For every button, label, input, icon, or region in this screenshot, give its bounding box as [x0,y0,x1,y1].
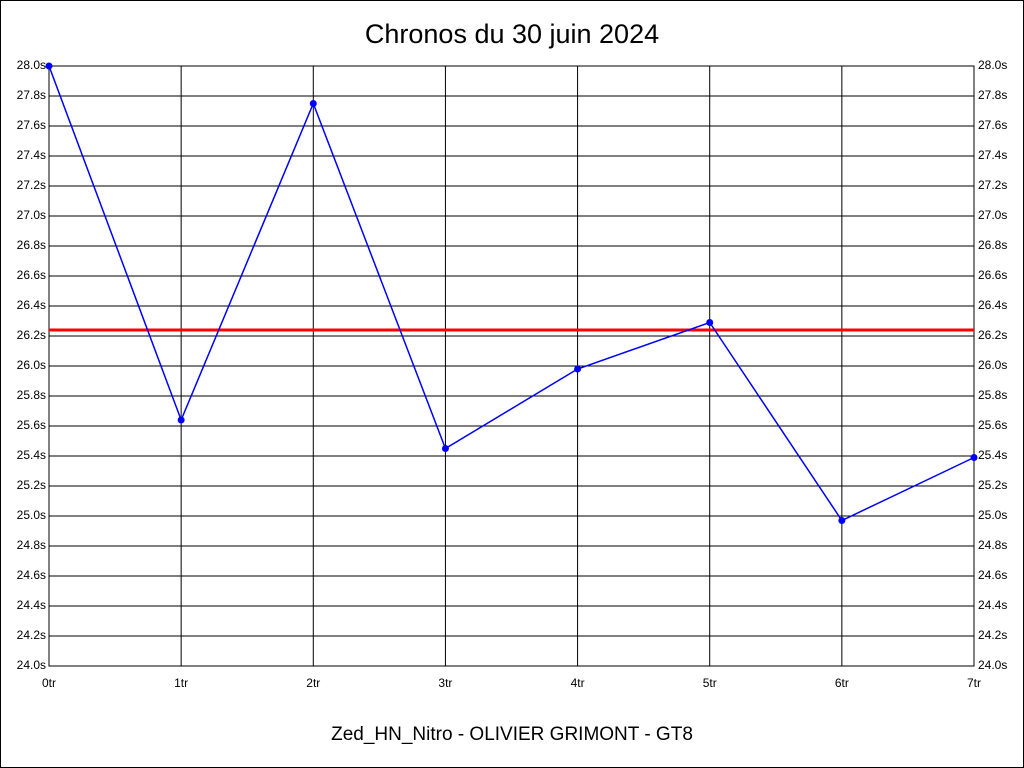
x-tick-label: 5tr [703,676,717,690]
data-point [970,454,978,461]
y-tick-label: 25.4s [17,448,46,462]
data-point [309,100,317,107]
y2-tick-label: 27.4s [978,148,1007,162]
x-tick-label: 6tr [835,676,849,690]
y-tick-label: 27.2s [17,178,46,192]
x-tick-label: 4tr [571,676,585,690]
y-tick-label: 26.8s [17,238,46,252]
y-tick-label: 25.2s [17,478,46,492]
y-tick-label: 24.4s [17,598,46,612]
y2-tick-label: 24.6s [978,568,1007,582]
y-tick-label: 24.2s [17,628,46,642]
y2-tick-label: 25.8s [978,388,1007,402]
data-point [838,517,846,524]
x-axis-label: Zed_HN_Nitro - OLIVIER GRIMONT - GT8 [331,724,693,745]
y-tick-label: 24.8s [17,538,46,552]
y2-tick-label: 27.6s [978,118,1007,132]
y-tick-label: 26.2s [17,328,46,342]
chart-title: Chronos du 30 juin 2024 [365,19,659,49]
y2-tick-label: 26.2s [978,328,1007,342]
y-tick-label: 24.0s [17,658,46,672]
y2-tick-label: 25.2s [978,478,1007,492]
y2-tick-label: 26.8s [978,238,1007,252]
x-tick-label: 1tr [174,676,188,690]
data-point [45,62,53,70]
x-tick-label: 0tr [42,676,56,690]
y-tick-label: 27.4s [17,148,46,162]
y-tick-label: 27.8s [17,88,46,102]
data-point [574,365,582,373]
data-line [48,65,975,522]
y2-tick-label: 26.0s [978,358,1007,372]
y-tick-label: 25.0s [17,508,46,522]
y-tick-label: 27.6s [17,118,46,132]
y-tick-label: 26.4s [17,298,46,312]
y2-tick-label: 25.4s [978,448,1007,462]
y-tick-label: 26.6s [17,268,46,282]
x-tick-label: 3tr [438,676,452,690]
y-tick-label: 27.0s [17,208,46,222]
y2-tick-label: 24.4s [978,598,1007,612]
data-point [441,445,449,452]
plot-frame [48,65,975,667]
data-point [706,319,714,326]
y2-tick-label: 26.4s [978,298,1007,312]
data-point [177,416,185,424]
y2-tick-label: 26.6s [978,268,1007,282]
x-tick-label: 2tr [306,676,320,690]
y-tick-label: 26.0s [17,358,46,372]
y-tick-label: 25.6s [17,418,46,432]
y2-tick-label: 24.8s [978,538,1007,552]
y-tick-label: 24.6s [17,568,46,582]
y2-tick-label: 28.0s [978,58,1007,72]
y2-tick-label: 27.8s [978,88,1007,102]
y-tick-label: 28.0s [17,58,46,72]
y2-tick-label: 27.0s [978,208,1007,222]
y2-tick-label: 27.2s [978,178,1007,192]
y2-tick-label: 24.0s [978,658,1007,672]
y2-tick-label: 24.2s [978,628,1007,642]
y-tick-label: 25.8s [17,388,46,402]
y2-tick-label: 25.0s [978,508,1007,522]
y2-tick-label: 25.6s [978,418,1007,432]
x-tick-label: 7tr [967,676,981,690]
